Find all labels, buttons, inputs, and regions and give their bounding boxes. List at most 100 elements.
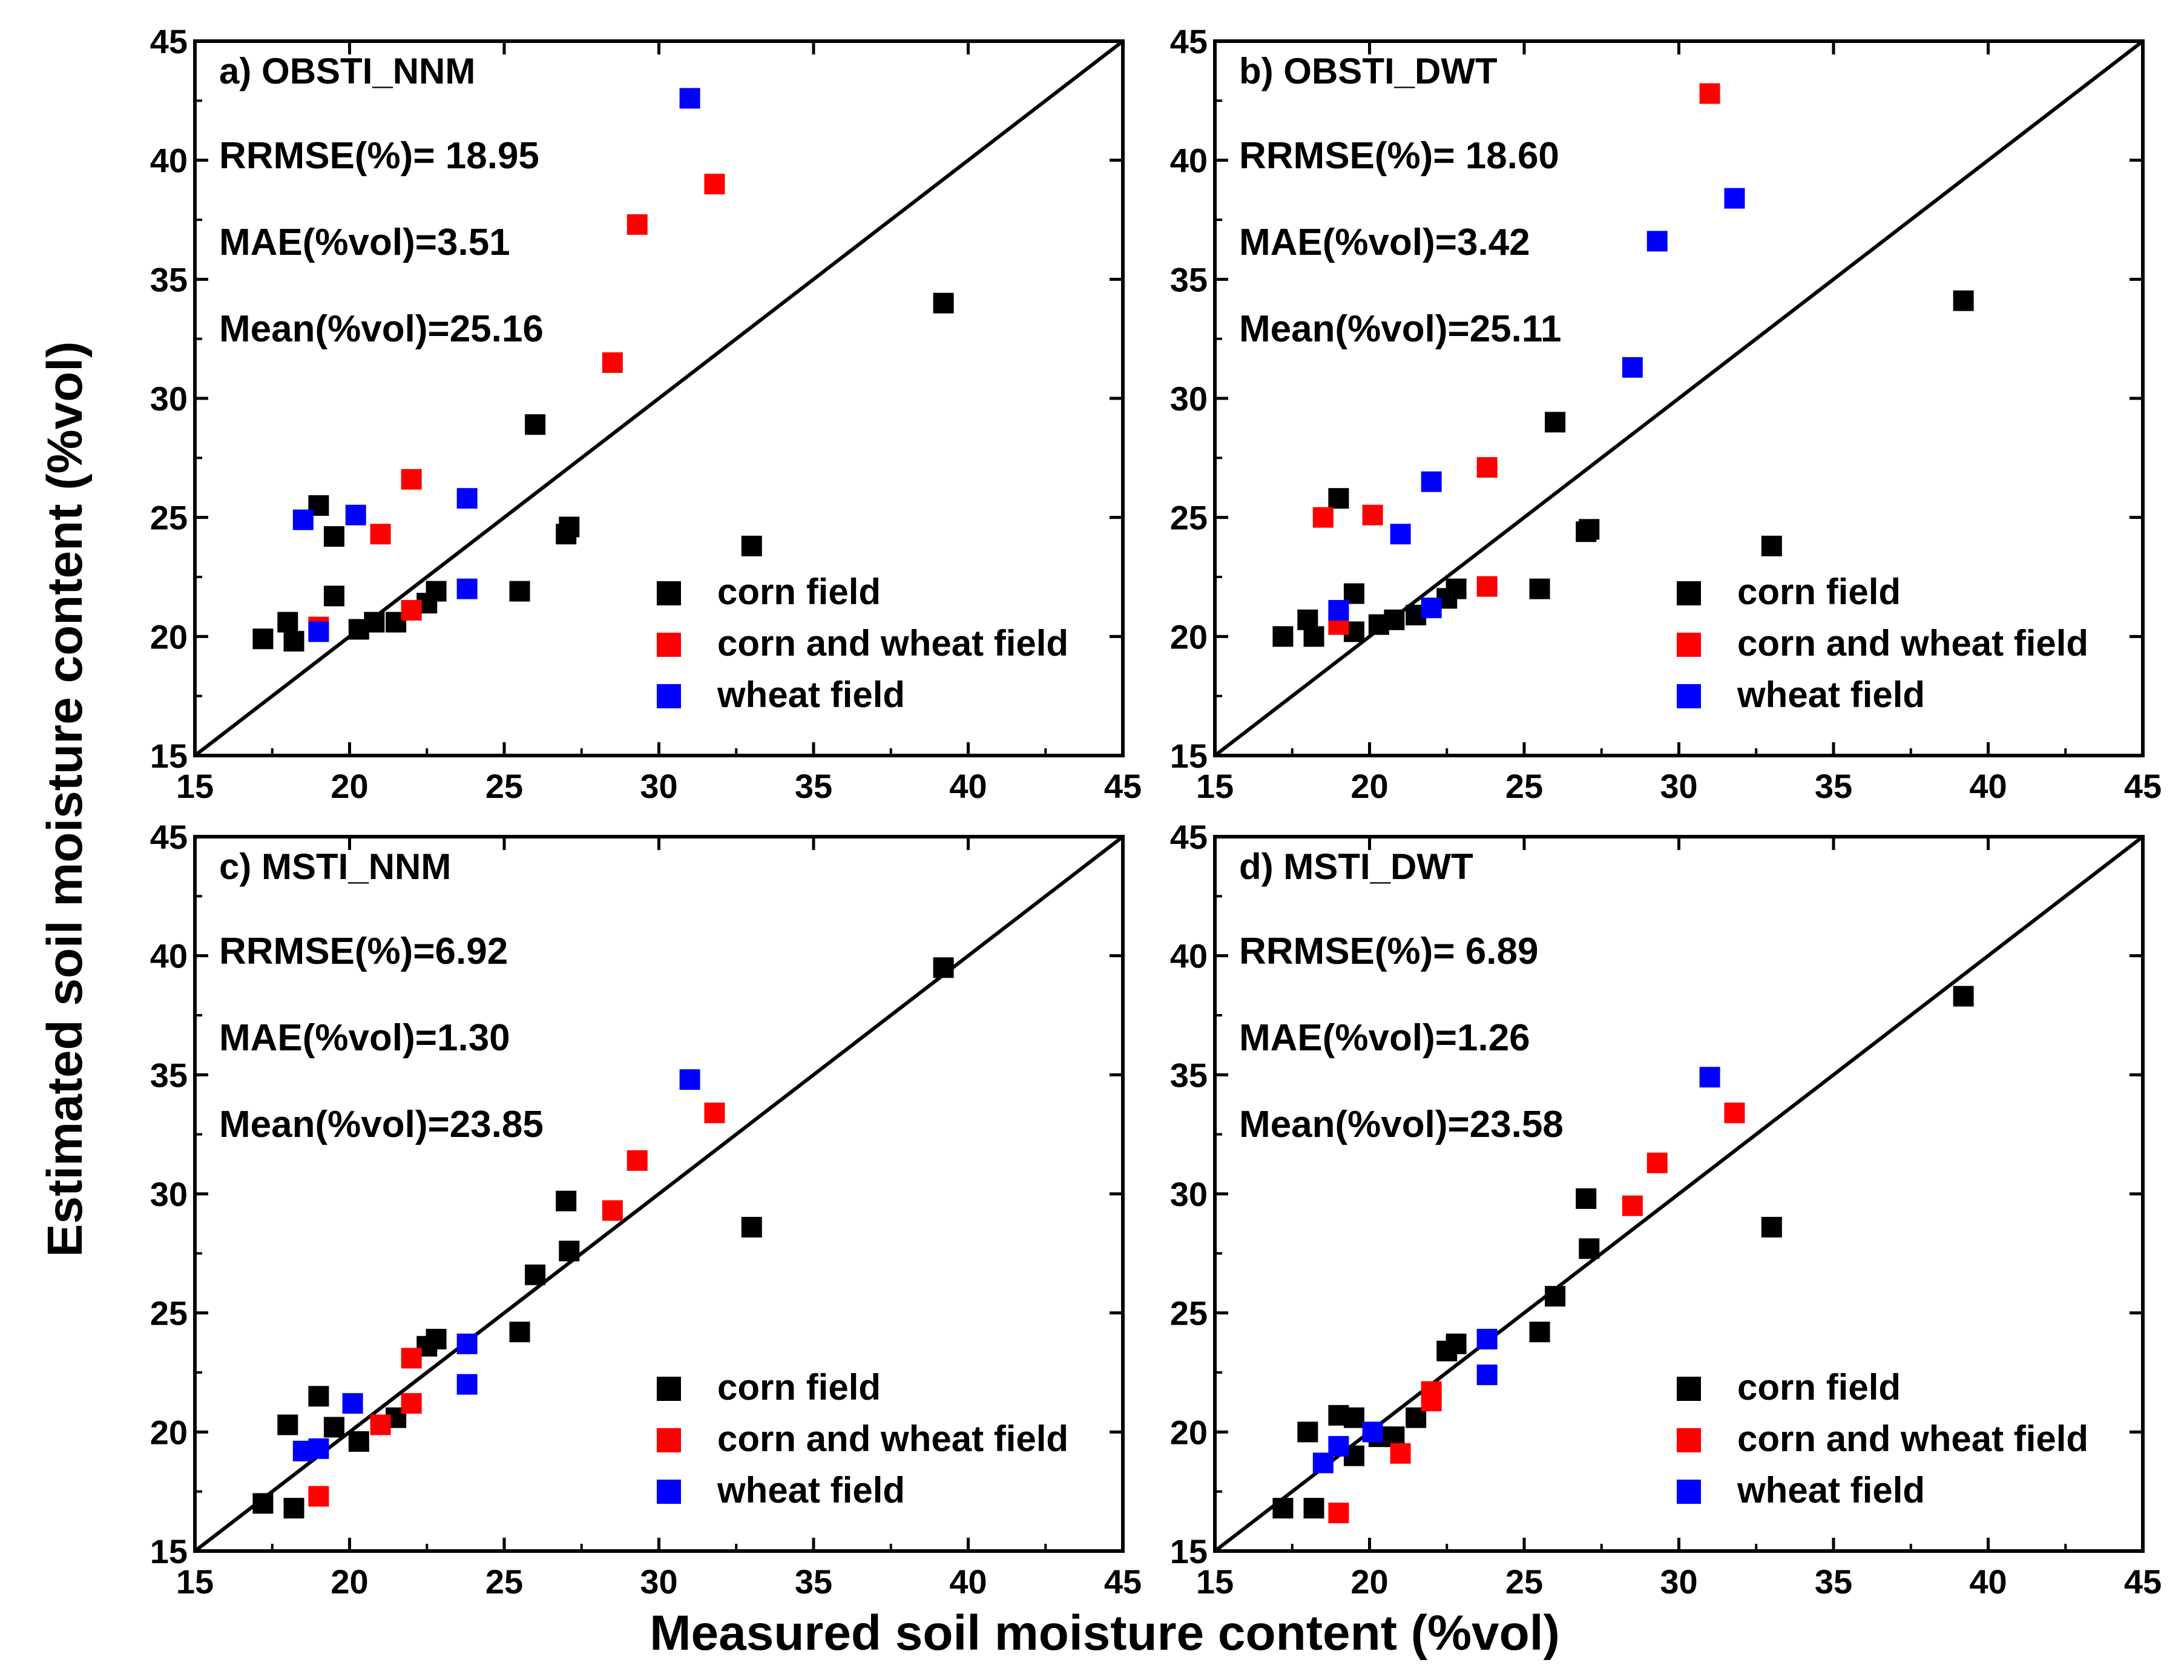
data-point [345, 504, 366, 525]
y-tick-label: 40 [150, 142, 188, 180]
data-point [1579, 519, 1600, 540]
legend-swatch [657, 1428, 681, 1452]
data-point [627, 1150, 648, 1171]
data-point [308, 1386, 329, 1407]
data-point [348, 1431, 369, 1452]
x-tick-label: 15 [1196, 1563, 1234, 1601]
data-point [559, 1240, 580, 1262]
stat-text: MAE(%vol)=3.42 [1239, 222, 1530, 263]
data-point [679, 88, 700, 109]
data-point [1545, 412, 1566, 433]
x-tick-label: 40 [949, 1563, 987, 1601]
legend-swatch [657, 581, 681, 605]
data-point [559, 516, 580, 538]
data-point [456, 1374, 478, 1395]
data-point [277, 1414, 298, 1435]
data-point [426, 1328, 447, 1349]
x-tick-label: 35 [1815, 1563, 1852, 1601]
x-axis-label: Measured soil moisture content (%vol) [650, 1606, 1560, 1661]
x-tick-label: 40 [1969, 767, 2007, 805]
x-tick-label: 20 [1350, 1563, 1388, 1601]
data-point [401, 600, 422, 621]
data-point [401, 1393, 422, 1414]
data-point [1761, 1217, 1782, 1238]
data-point [1384, 609, 1405, 630]
x-tick-label: 40 [1969, 1563, 2007, 1601]
data-point [1724, 188, 1745, 209]
stat-text: MAE(%vol)=1.30 [219, 1017, 510, 1059]
panel-title: a) OBSTI_NNM [219, 51, 475, 91]
data-point [1545, 1286, 1566, 1307]
y-tick-label: 35 [1170, 1056, 1208, 1094]
y-tick-label: 20 [150, 618, 188, 656]
data-point [456, 488, 478, 509]
data-point [1446, 1333, 1467, 1354]
data-point [283, 1498, 304, 1519]
y-tick-label: 30 [1170, 380, 1208, 418]
y-tick-label: 45 [150, 22, 188, 61]
y-tick-label: 45 [1170, 818, 1208, 856]
legend-label: corn field [717, 1367, 881, 1408]
y-tick-label: 15 [150, 1532, 188, 1570]
panel-title: d) MSTI_DWT [1239, 846, 1473, 887]
data-point [1272, 1498, 1294, 1519]
stat-text: RRMSE(%)= 18.60 [1239, 135, 1559, 177]
legend-label: corn and wheat field [717, 623, 1068, 664]
data-point [308, 1486, 329, 1507]
data-point [1303, 1498, 1324, 1519]
data-point [1529, 1322, 1550, 1343]
x-tick-label: 25 [1505, 1563, 1543, 1601]
x-tick-label: 30 [640, 1563, 677, 1601]
legend: corn field corn and wheat field wheat fiel… [1677, 1367, 2088, 1510]
data-point [1312, 507, 1334, 528]
data-point [323, 1417, 344, 1438]
legend-swatch [657, 1480, 681, 1504]
legend-label: corn and wheat field [1737, 1418, 2088, 1459]
series-0 [252, 292, 954, 652]
y-tick-label: 45 [150, 818, 188, 856]
data-point [401, 1348, 422, 1369]
data-point [1421, 1381, 1442, 1402]
data-point [704, 174, 725, 194]
x-tick-label: 20 [1350, 767, 1388, 805]
data-point [1343, 1407, 1364, 1428]
data-point [323, 585, 344, 607]
y-tick-label: 20 [150, 1413, 188, 1451]
data-point [1390, 1443, 1411, 1464]
stat-text: Mean(%vol)=23.58 [1239, 1104, 1564, 1145]
x-tick-label: 35 [795, 767, 832, 805]
x-tick-label: 30 [640, 767, 677, 805]
data-point [292, 509, 314, 530]
stat-text: MAE(%vol)=3.51 [219, 222, 510, 263]
legend-swatch [1677, 633, 1701, 657]
data-point [277, 611, 298, 633]
data-point [509, 1322, 530, 1343]
stat-text: RRMSE(%)= 18.95 [219, 135, 539, 177]
series-2 [292, 1069, 700, 1461]
data-point [1328, 600, 1349, 621]
y-tick-label: 15 [1170, 1532, 1208, 1570]
data-point [364, 611, 385, 633]
data-point [1529, 578, 1550, 599]
data-point [456, 578, 478, 599]
x-tick-label: 20 [331, 767, 368, 805]
legend-label: corn field [717, 572, 881, 612]
data-point [1646, 1152, 1668, 1173]
data-point [509, 581, 530, 602]
series-1 [1328, 1102, 1745, 1524]
data-point [704, 1102, 725, 1124]
data-point [1476, 1364, 1498, 1385]
stat-text: RRMSE(%)= 6.89 [1239, 931, 1538, 972]
series-1 [1312, 83, 1720, 635]
legend-swatch [1677, 1428, 1701, 1452]
y-tick-label: 20 [1170, 618, 1208, 656]
data-point [1761, 535, 1782, 556]
x-tick-label: 25 [1505, 767, 1543, 805]
legend-swatch [1677, 581, 1701, 605]
series-0 [252, 957, 954, 1519]
y-tick-label: 35 [1170, 260, 1208, 298]
